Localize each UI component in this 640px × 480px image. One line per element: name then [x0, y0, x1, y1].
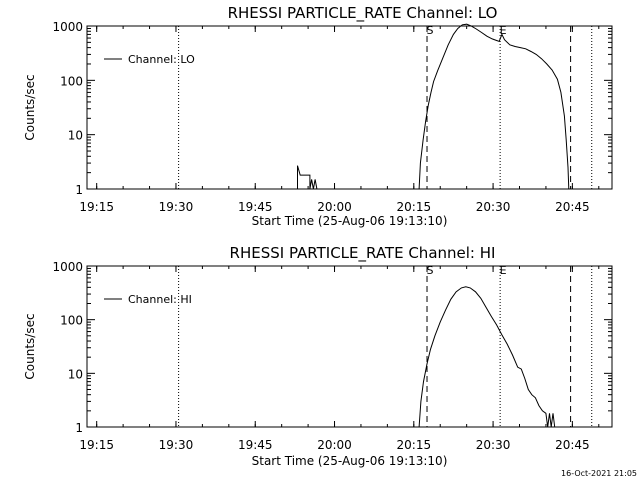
x-tick-label: 20:30: [476, 200, 511, 214]
x-tick-label: 19:30: [159, 438, 194, 452]
y-tick-label: 10: [68, 129, 83, 143]
marker-label-e: E: [500, 24, 507, 37]
x-tick-label: 20:30: [476, 438, 511, 452]
x-tick-label: 19:15: [79, 200, 114, 214]
y-tick-label: 1: [75, 421, 83, 435]
x-tick-label: 20:15: [397, 438, 432, 452]
y-tick-label: 1000: [52, 260, 83, 274]
panel-1: RHESSI PARTICLE_RATE Channel: LO 19:15 19:…: [23, 4, 613, 228]
x-axis-label: Start Time (25-Aug-06 19:13:10): [252, 454, 448, 468]
x-tick-label: 20:45: [555, 200, 590, 214]
x-tick-label: 19:15: [79, 438, 114, 452]
legend-label: Channel: HI: [128, 293, 192, 306]
x-tick-label: 20:45: [555, 438, 590, 452]
marker-label-s: S: [427, 264, 434, 277]
chart-title: RHESSI PARTICLE_RATE Channel: LO: [228, 4, 498, 23]
marker-label-e: E: [500, 264, 507, 277]
x-tick-label: 20:00: [317, 438, 352, 452]
legend-label: Channel: LO: [128, 53, 195, 66]
y-axis-label: Counts/sec: [23, 74, 37, 140]
series-line-segment-2: [418, 23, 570, 190]
y-tick-label: 10: [68, 367, 83, 381]
panel-2: RHESSI PARTICLE_RATE Channel: HI 19:15 19:…: [23, 244, 613, 468]
y-tick-label: 100: [60, 74, 83, 88]
y-tick-label: 1: [75, 183, 83, 197]
series-line-segment-1: [418, 286, 556, 428]
chart-title: RHESSI PARTICLE_RATE Channel: HI: [230, 244, 496, 263]
x-tick-label: 19:45: [238, 438, 273, 452]
series-line-segment-1: [297, 165, 318, 190]
x-tick-label: 19:45: [238, 200, 273, 214]
footer-timestamp: 16-Oct-2021 21:05: [561, 469, 637, 478]
y-tick-label: 100: [60, 314, 83, 328]
y-tick-label: 1000: [52, 20, 83, 34]
x-tick-label: 20:00: [317, 200, 352, 214]
y-axis-label: Counts/sec: [23, 313, 37, 379]
x-tick-label: 19:30: [159, 200, 194, 214]
plot-frame: [86, 265, 613, 428]
x-axis-label: Start Time (25-Aug-06 19:13:10): [252, 214, 448, 228]
x-tick-label: 20:15: [397, 200, 432, 214]
plot-frame: [86, 25, 613, 190]
marker-label-s: S: [427, 24, 434, 37]
